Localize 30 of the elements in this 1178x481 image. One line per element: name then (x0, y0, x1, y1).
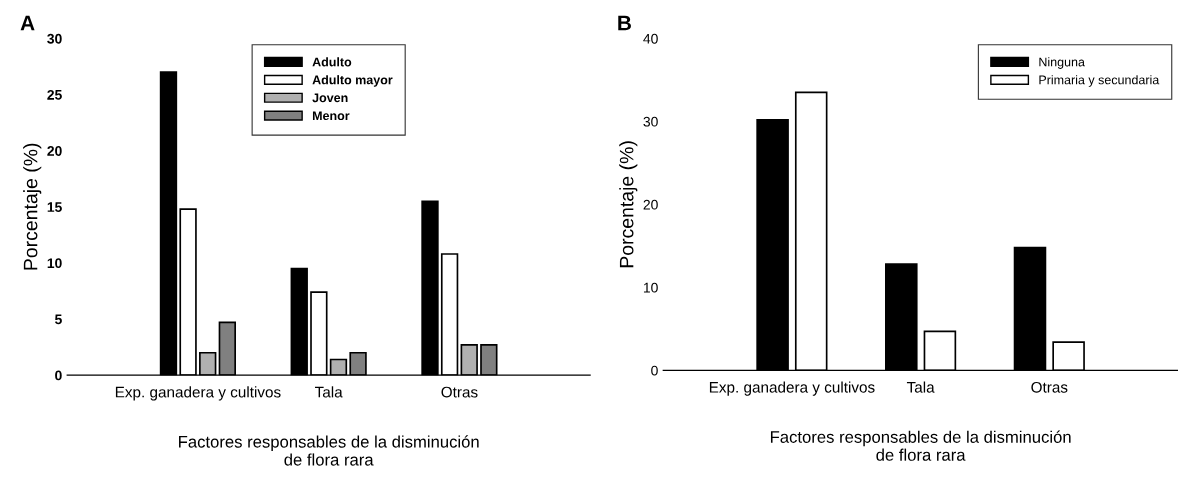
chart-title: B (618, 15, 631, 31)
y-tick-label: 20 (643, 199, 658, 210)
x-tick-label: Otras (1031, 381, 1068, 393)
y-tick-label: 30 (643, 116, 658, 127)
x-tick-label: Tala (315, 386, 343, 398)
y-tick-label: 10 (47, 258, 62, 269)
x-tick-label: Otras (441, 386, 478, 398)
y-tick-label: 40 (643, 33, 658, 44)
legend-label: Joven (312, 93, 348, 103)
x-tick-label: Exp. ganadera y cultivos (709, 381, 875, 396)
y-tick-label: 0 (651, 365, 658, 376)
chart-title: A (20, 15, 35, 31)
y-tick-label: 25 (47, 89, 62, 100)
y-axis-title: Porcentaje (%) (619, 141, 638, 268)
y-tick-label: 5 (54, 314, 62, 325)
legend-label: Menor (312, 111, 350, 121)
legend-label: Ninguna (1039, 57, 1085, 69)
x-tick-label: Tala (906, 381, 935, 393)
y-tick-label: 20 (47, 146, 62, 156)
x-axis-title: Factores responsables de la disminución de flora rara (179, 435, 479, 466)
legend-label: Adulto (312, 57, 352, 67)
y-axis-title: Porcentaje (%) (23, 143, 42, 270)
legend-label: Adulto mayor (312, 75, 393, 87)
legend-label: Primaria y secundaria (1039, 75, 1160, 87)
x-tick-label: Exp. ganadera y cultivos (115, 386, 281, 401)
y-tick-label: 15 (47, 202, 62, 212)
y-tick-label: 10 (643, 282, 658, 293)
x-axis-title: Factores responsables de la disminución de flora rara (770, 430, 1071, 461)
y-tick-label: 0 (55, 370, 62, 381)
y-tick-label: 30 (47, 33, 62, 44)
